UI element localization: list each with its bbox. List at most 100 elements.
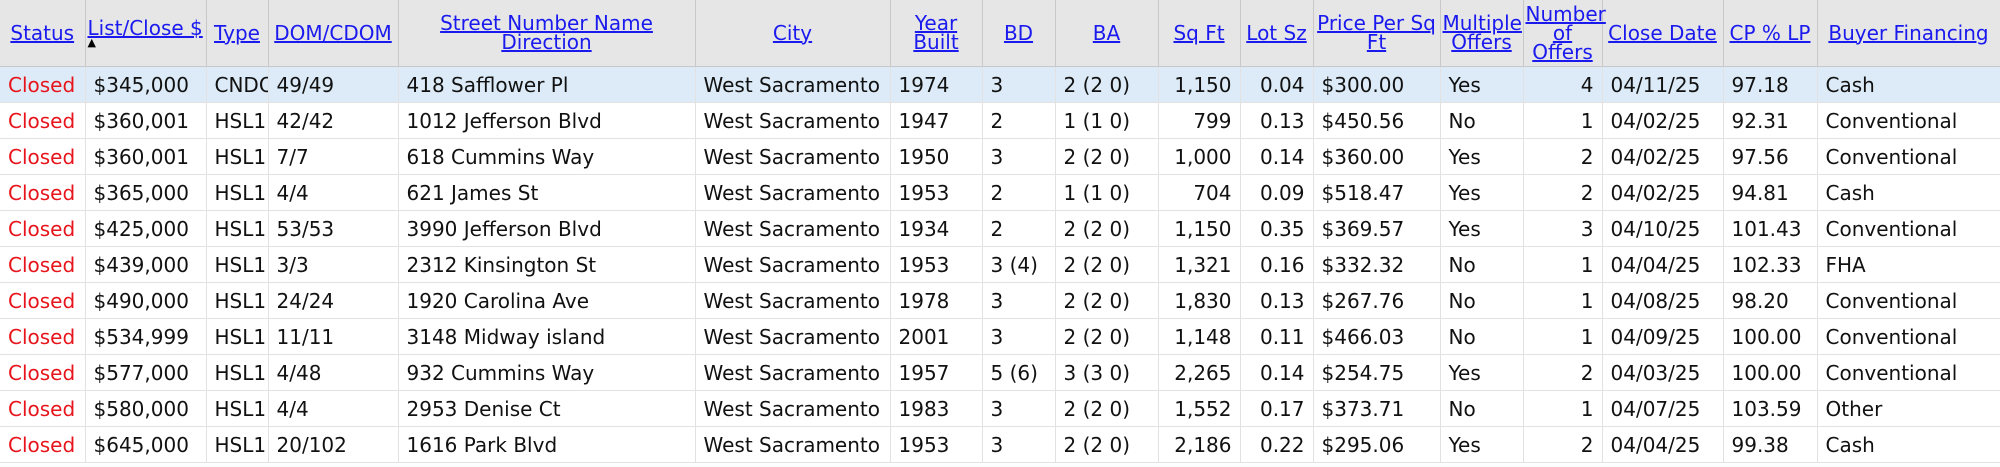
- column-header-link[interactable]: Street Number Name Direction: [440, 11, 653, 54]
- cell-buyer-financing: Cash: [1817, 426, 2000, 463]
- cell-number-of-offers: 1: [1523, 318, 1603, 355]
- cell-city: West Sacramento: [695, 426, 891, 463]
- cell-city: West Sacramento: [695, 210, 891, 247]
- cell-year-built: 1950: [890, 138, 983, 175]
- column-header-dom-cdom[interactable]: DOM/CDOM: [268, 0, 399, 67]
- column-header-link[interactable]: Multiple Offers: [1442, 11, 1522, 54]
- column-header-link[interactable]: Price Per Sq Ft: [1317, 11, 1436, 54]
- cell-city: West Sacramento: [695, 174, 891, 211]
- table-row[interactable]: Closed $360,001 HSL1 42/42 1012 Jefferson Bl…: [0, 102, 2000, 139]
- column-header-link[interactable]: Type: [214, 20, 260, 45]
- cell-square-feet: 1,150: [1158, 66, 1241, 103]
- cell-bathrooms: 2 (2 0): [1055, 210, 1159, 247]
- cell-type: HSL1: [206, 282, 269, 319]
- cell-status: Closed: [0, 354, 86, 391]
- column-header-link[interactable]: Year Built: [913, 11, 959, 54]
- cell-lot-size: 0.11: [1240, 318, 1314, 355]
- column-header-cp-percent-lp[interactable]: CP % LP: [1723, 0, 1818, 67]
- column-header-link[interactable]: Close Date: [1608, 20, 1717, 45]
- cell-street-address: 618 Cummins Way: [398, 138, 696, 175]
- column-header-list-close-price[interactable]: List/Close $ ▲: [85, 0, 207, 67]
- cell-number-of-offers: 1: [1523, 246, 1603, 283]
- cell-bathrooms: 2 (2 0): [1055, 66, 1159, 103]
- column-header-type[interactable]: Type: [206, 0, 269, 67]
- column-header-year-built[interactable]: Year Built: [890, 0, 983, 67]
- column-header-bathrooms[interactable]: BA: [1055, 0, 1159, 67]
- column-header-link[interactable]: Buyer Financing: [1828, 20, 1989, 45]
- cell-price-per-sqft: $373.71: [1313, 390, 1441, 427]
- cell-list-close-price: $360,001: [85, 102, 207, 139]
- column-header-buyer-financing[interactable]: Buyer Financing: [1817, 0, 2000, 67]
- column-header-bedrooms[interactable]: BD: [982, 0, 1056, 67]
- cell-type: HSL1: [206, 390, 269, 427]
- cell-status: Closed: [0, 390, 86, 427]
- table-row[interactable]: Closed $645,000 HSL1 20/102 1616 Park Blvd We…: [0, 426, 2000, 463]
- column-header-lot-size[interactable]: Lot Sz: [1240, 0, 1314, 67]
- table-row[interactable]: Closed $425,000 HSL1 53/53 3990 Jefferson Bl…: [0, 210, 2000, 247]
- table-row[interactable]: Closed $534,999 HSL1 11/11 3148 Midway islan…: [0, 318, 2000, 355]
- cell-lot-size: 0.22: [1240, 426, 1314, 463]
- cell-price-per-sqft: $360.00: [1313, 138, 1441, 175]
- cell-cp-percent-lp: 100.00: [1723, 318, 1818, 355]
- cell-bedrooms: 3: [982, 318, 1056, 355]
- cell-dom-cdom: 49/49: [268, 66, 399, 103]
- table-row[interactable]: Closed $580,000 HSL1 4/4 2953 Denise Ct West …: [0, 390, 2000, 427]
- cell-price-per-sqft: $254.75: [1313, 354, 1441, 391]
- cell-square-feet: 1,552: [1158, 390, 1241, 427]
- column-header-link[interactable]: Sq Ft: [1173, 20, 1225, 45]
- cell-list-close-price: $580,000: [85, 390, 207, 427]
- cell-cp-percent-lp: 97.56: [1723, 138, 1818, 175]
- column-header-link[interactable]: Lot Sz: [1246, 20, 1307, 45]
- table-row[interactable]: Closed $490,000 HSL1 24/24 1920 Carolina Ave…: [0, 282, 2000, 319]
- cell-lot-size: 0.17: [1240, 390, 1314, 427]
- table-row[interactable]: Closed $439,000 HSL1 3/3 2312 Kinsington St W…: [0, 246, 2000, 283]
- table-row[interactable]: Closed $577,000 HSL1 4/48 932 Cummins Way Wes…: [0, 354, 2000, 391]
- cell-multiple-offers: No: [1440, 318, 1524, 355]
- cell-multiple-offers: Yes: [1440, 210, 1524, 247]
- column-header-link[interactable]: List/Close $: [87, 15, 203, 40]
- cell-multiple-offers: Yes: [1440, 354, 1524, 391]
- cell-multiple-offers: Yes: [1440, 66, 1524, 103]
- table-row[interactable]: Closed $365,000 HSL1 4/4 621 James St West Sa…: [0, 174, 2000, 211]
- table-row[interactable]: Closed $360,001 HSL1 7/7 618 Cummins Way West…: [0, 138, 2000, 175]
- column-header-price-per-sqft[interactable]: Price Per Sq Ft: [1313, 0, 1441, 67]
- cell-buyer-financing: Conventional: [1817, 210, 2000, 247]
- cell-list-close-price: $490,000: [85, 282, 207, 319]
- column-header-square-feet[interactable]: Sq Ft: [1158, 0, 1241, 67]
- cell-close-date: 04/10/25: [1602, 210, 1724, 247]
- column-header-link[interactable]: Status: [10, 20, 75, 45]
- column-header-link[interactable]: City: [772, 20, 813, 45]
- cell-list-close-price: $439,000: [85, 246, 207, 283]
- cell-close-date: 04/04/25: [1602, 426, 1724, 463]
- cell-status: Closed: [0, 282, 86, 319]
- column-header-link[interactable]: BD: [1003, 20, 1034, 45]
- cell-lot-size: 0.09: [1240, 174, 1314, 211]
- cell-bathrooms: 2 (2 0): [1055, 390, 1159, 427]
- column-header-link[interactable]: CP % LP: [1729, 20, 1811, 45]
- column-header-link[interactable]: Number of Offers: [1525, 1, 1606, 64]
- column-header-link[interactable]: DOM/CDOM: [274, 20, 392, 45]
- cell-buyer-financing: Cash: [1817, 174, 2000, 211]
- column-header-number-of-offers[interactable]: Number of Offers: [1523, 0, 1606, 67]
- cell-buyer-financing: Conventional: [1817, 318, 2000, 355]
- cell-street-address: 2953 Denise Ct: [398, 390, 696, 427]
- column-header-street-address[interactable]: Street Number Name Direction: [398, 0, 696, 67]
- column-header-close-date[interactable]: Close Date: [1602, 0, 1724, 67]
- column-header-status[interactable]: Status: [0, 0, 86, 67]
- cell-type: HSL1: [206, 102, 269, 139]
- cell-number-of-offers: 3: [1523, 210, 1603, 247]
- column-header-city[interactable]: City: [695, 0, 891, 67]
- cell-type: HSL1: [206, 354, 269, 391]
- cell-dom-cdom: 11/11: [268, 318, 399, 355]
- column-header-multiple-offers[interactable]: Multiple Offers: [1440, 0, 1524, 67]
- cell-cp-percent-lp: 101.43: [1723, 210, 1818, 247]
- cell-year-built: 1953: [890, 426, 983, 463]
- cell-bedrooms: 3 (4): [982, 246, 1056, 283]
- cell-price-per-sqft: $295.06: [1313, 426, 1441, 463]
- cell-square-feet: 799: [1158, 102, 1241, 139]
- cell-list-close-price: $425,000: [85, 210, 207, 247]
- cell-year-built: 1953: [890, 246, 983, 283]
- column-header-link[interactable]: BA: [1092, 20, 1121, 45]
